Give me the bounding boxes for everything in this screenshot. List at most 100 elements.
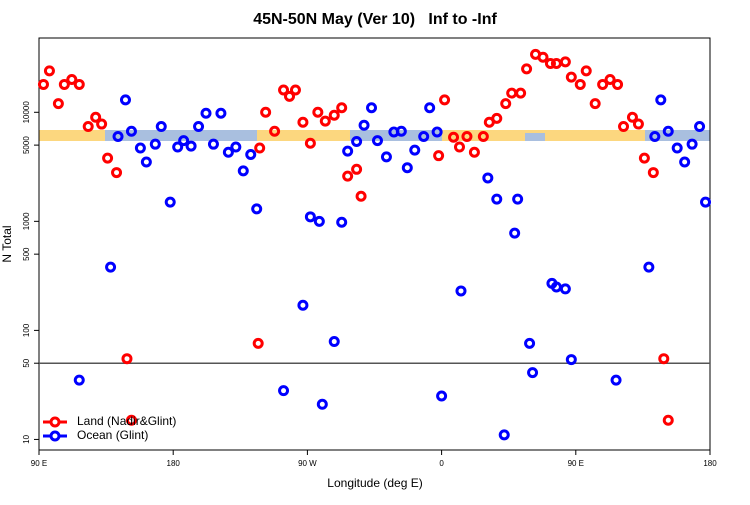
data-point <box>453 141 465 153</box>
data-point <box>43 65 55 77</box>
data-point <box>164 196 176 208</box>
data-point <box>37 78 49 90</box>
data-point <box>185 140 197 152</box>
data-point <box>313 215 325 227</box>
legend-marker <box>49 430 61 442</box>
data-point <box>433 150 445 162</box>
data-point <box>252 337 264 349</box>
data-point <box>686 138 698 150</box>
legend-label: Ocean (Glint) <box>77 428 148 442</box>
data-point <box>82 121 94 133</box>
data-point <box>694 121 706 133</box>
data-point <box>125 125 137 137</box>
ocean-band <box>525 133 545 141</box>
data-point <box>312 106 324 118</box>
data-point <box>358 119 370 131</box>
data-point <box>316 398 328 410</box>
data-point <box>140 156 152 168</box>
data-point <box>671 142 683 154</box>
data-point <box>439 94 451 106</box>
y-tick-label: 5000 <box>22 136 31 154</box>
data-point <box>604 73 616 85</box>
data-point <box>278 385 290 397</box>
data-point <box>96 118 108 130</box>
data-point <box>121 353 133 365</box>
data-point <box>237 165 249 177</box>
data-point <box>260 106 272 118</box>
data-point <box>111 167 123 179</box>
data-point <box>638 152 650 164</box>
data-point <box>509 227 521 239</box>
data-point <box>230 141 242 153</box>
x-tick-label: 90 E <box>568 459 584 468</box>
data-point <box>632 118 644 130</box>
data-point <box>319 115 331 127</box>
data-point <box>342 170 354 182</box>
data-point <box>200 107 212 119</box>
data-point <box>66 73 78 85</box>
legend-marker <box>49 416 61 428</box>
data-point <box>589 98 601 110</box>
x-axis-label: Longitude (deg E) <box>327 476 422 490</box>
data-point <box>336 216 348 228</box>
data-point <box>251 203 263 215</box>
x-tick-label: 0 <box>439 459 444 468</box>
data-point <box>401 162 413 174</box>
data-point <box>537 51 549 63</box>
data-point <box>658 353 670 365</box>
y-tick-label: 10 <box>22 434 31 443</box>
y-tick-label: 50 <box>22 358 31 367</box>
data-point <box>431 126 443 138</box>
data-point <box>455 285 467 297</box>
data-point <box>297 116 309 128</box>
data-point <box>559 283 571 295</box>
ocean-band <box>645 130 710 141</box>
data-point <box>155 121 167 133</box>
data-point <box>351 163 363 175</box>
data-point <box>424 102 436 114</box>
data-point <box>610 374 622 386</box>
data-point <box>254 142 266 154</box>
data-point <box>90 111 102 123</box>
data-point <box>626 111 638 123</box>
data-point <box>355 190 367 202</box>
data-point <box>565 71 577 83</box>
data-point <box>491 112 503 124</box>
data-point <box>366 102 378 114</box>
data-point <box>597 78 609 90</box>
data-point <box>178 135 190 147</box>
data-point <box>304 211 316 223</box>
data-point <box>284 90 296 102</box>
data-point <box>380 151 392 163</box>
data-point <box>527 367 539 379</box>
data-point <box>618 121 630 133</box>
data-point <box>289 84 301 96</box>
y-tick-label: 1000 <box>22 212 31 230</box>
data-point <box>515 87 527 99</box>
chart-title: 45N-50N May (Ver 10) Inf to -Inf <box>253 11 497 28</box>
data-point <box>342 145 354 157</box>
data-point <box>172 141 184 153</box>
data-point <box>222 146 234 158</box>
data-point <box>498 429 510 441</box>
x-tick-label: 90 E <box>31 459 47 468</box>
data-point <box>297 299 309 311</box>
data-point <box>662 125 674 137</box>
data-point <box>125 414 137 426</box>
data-point <box>112 130 124 142</box>
data-point <box>643 261 655 273</box>
data-point <box>647 167 659 179</box>
data-point <box>105 261 117 273</box>
plot-frame <box>38 37 711 451</box>
data-point <box>73 374 85 386</box>
data-point <box>207 138 219 150</box>
data-point <box>215 107 227 119</box>
data-point <box>468 146 480 158</box>
data-point <box>559 56 571 68</box>
data-point <box>491 193 503 205</box>
data-point <box>304 137 316 149</box>
data-point <box>245 149 257 161</box>
y-tick-label: 10000 <box>22 101 31 124</box>
data-point <box>482 172 494 184</box>
